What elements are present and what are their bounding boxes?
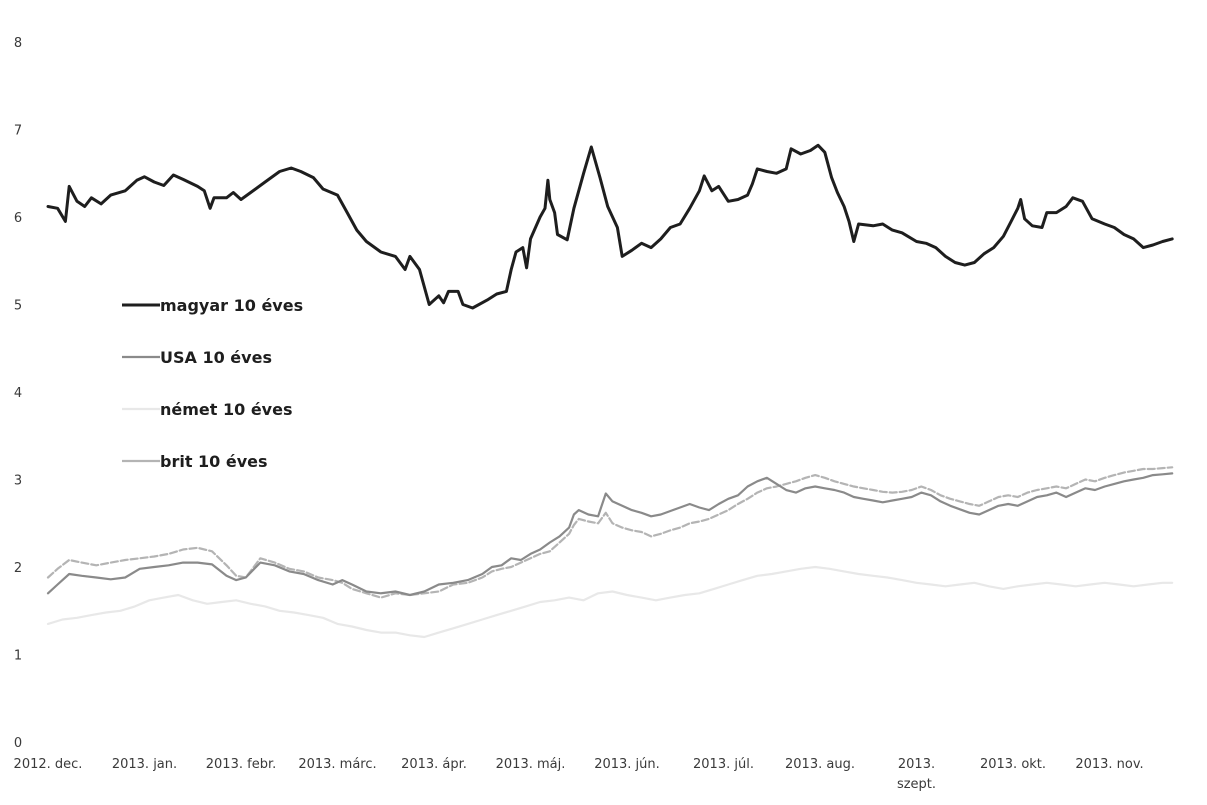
- y-tick-label: 3: [14, 474, 22, 489]
- x-tick-label: 2013. nov.: [1075, 757, 1143, 772]
- series-line-2: [46, 565, 1174, 639]
- y-tick-label: 8: [14, 36, 22, 51]
- x-tick-label: 2013. márc.: [298, 757, 376, 772]
- x-axis-tick-labels: 2012. dec. 2013. jan. 2013. febr. 2013. már…: [14, 757, 1144, 792]
- legend-label: brit 10 éves: [160, 452, 268, 471]
- y-tick-label: 5: [14, 299, 22, 314]
- legend-label: magyar 10 éves: [160, 296, 303, 315]
- y-tick-label: 2: [14, 561, 22, 576]
- series-line-3: [46, 466, 1174, 599]
- x-tick-label: 2013. aug.: [785, 757, 855, 772]
- x-tick-label: 2013. febr.: [206, 757, 276, 772]
- y-tick-label: 6: [14, 211, 22, 226]
- x-tick-label: 2013. jan.: [112, 757, 177, 772]
- series-line-1: [46, 472, 1174, 597]
- series-line-0: [46, 143, 1174, 310]
- x-tick-label: 2013. máj.: [496, 757, 566, 772]
- x-tick-label: 2013.: [898, 757, 935, 772]
- y-axis-tick-labels: 0 1 2 3 4 5 6 7 8: [14, 36, 22, 751]
- y-tick-label: 4: [14, 386, 22, 401]
- y-tick-label: 1: [14, 649, 22, 664]
- legend-label: német 10 éves: [160, 400, 292, 419]
- x-tick-label: 2013. jún.: [594, 757, 660, 772]
- x-tick-label: 2013. okt.: [980, 757, 1046, 772]
- y-tick-label: 0: [14, 736, 22, 751]
- legend-label: USA 10 éves: [160, 348, 272, 367]
- legend: magyar 10 éves USA 10 éves német 10 éves br…: [122, 296, 303, 471]
- x-tick-label: 2012. dec.: [14, 757, 83, 772]
- x-tick-label: 2013. júl.: [693, 757, 754, 772]
- x-tick-label: szept.: [897, 777, 936, 792]
- series-lines: [46, 143, 1174, 639]
- x-tick-label: 2013. ápr.: [401, 757, 467, 772]
- y-tick-label: 7: [14, 124, 22, 139]
